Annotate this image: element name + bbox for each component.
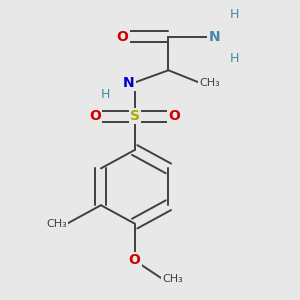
Text: S: S [130,109,140,123]
Text: O: O [89,109,101,123]
Text: O: O [117,29,128,44]
Text: O: O [129,254,141,267]
Text: H: H [101,88,110,101]
Text: N: N [208,29,220,44]
Text: H: H [230,8,239,21]
Text: CH₃: CH₃ [46,219,67,229]
Text: H: H [230,52,239,65]
Text: O: O [168,109,180,123]
Text: CH₃: CH₃ [199,77,220,88]
Text: CH₃: CH₃ [162,274,183,284]
Text: N: N [123,76,135,89]
